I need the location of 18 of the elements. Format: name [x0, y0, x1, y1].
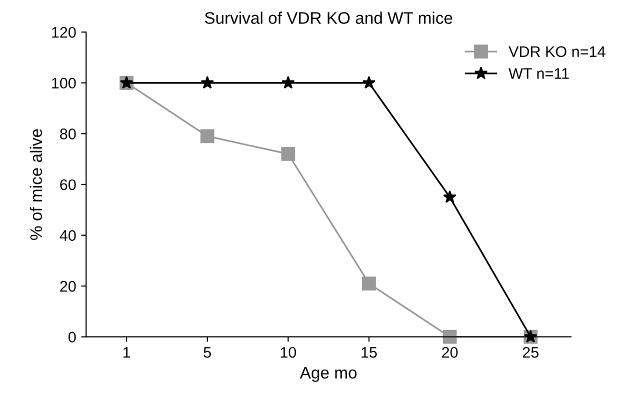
y-tick-label: 0: [68, 332, 76, 343]
legend-label: VDR KO n=14: [508, 46, 606, 58]
y-tick-label: 100: [52, 78, 76, 89]
y-axis-title: % of mice alive: [30, 129, 42, 240]
x-axis-title: Age mo: [300, 366, 357, 382]
x-tick-label: 25: [522, 346, 538, 358]
x-tick-label: 5: [204, 347, 211, 358]
chart-title: Survival of VDR KO and WT mice: [204, 12, 452, 24]
y-tick-label: 40: [60, 230, 76, 241]
y-tick-label: 80: [60, 128, 76, 140]
y-tick-label: 20: [60, 280, 76, 292]
x-tick-label: 20: [442, 346, 458, 358]
y-tick-label: 60: [60, 179, 76, 190]
x-tick-label: 10: [280, 346, 296, 358]
x-tick-label: 1: [123, 347, 130, 358]
legend-label: WT n=11: [508, 68, 569, 79]
x-tick-label: 15: [362, 347, 377, 358]
y-tick-label: 120: [52, 26, 76, 38]
